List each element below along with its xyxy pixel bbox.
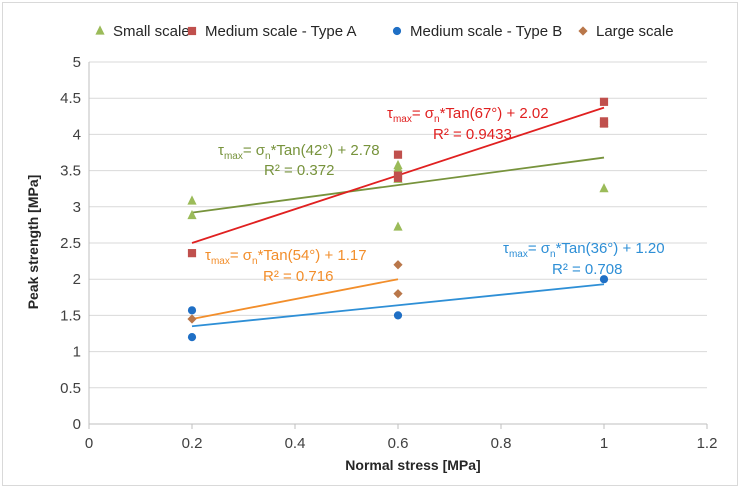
fit-r-squared: R² = 0.716 bbox=[263, 268, 333, 285]
y-tick-label: 4.5 bbox=[60, 90, 81, 107]
trendlines bbox=[191, 106, 605, 328]
y-axis-title: Peak strength [MPa] bbox=[25, 175, 41, 310]
point-series-1 bbox=[393, 162, 403, 173]
chart-frame bbox=[2, 2, 738, 486]
x-tick-label: 1 bbox=[600, 435, 608, 452]
data-points bbox=[187, 97, 609, 342]
fit-r-squared: R² = 0.372 bbox=[264, 162, 334, 179]
y-tick-label: 2 bbox=[73, 271, 81, 288]
y-tick-label: 5 bbox=[73, 54, 81, 71]
x-tick-label: 0.6 bbox=[388, 435, 409, 452]
legend-label: Small scale bbox=[113, 23, 190, 40]
legend-label: Large scale bbox=[596, 23, 674, 40]
legend-label: Medium scale - Type B bbox=[410, 23, 562, 40]
point-series-1 bbox=[393, 221, 403, 231]
y-tick-label: 0.5 bbox=[60, 380, 81, 397]
y-tick-label: 4 bbox=[73, 126, 81, 143]
y-tick-label: 1 bbox=[73, 344, 81, 361]
y-tick-label: 3 bbox=[73, 199, 81, 216]
point-series-3 bbox=[187, 306, 197, 315]
legend-marker-1 bbox=[95, 25, 105, 35]
trendline-4 bbox=[191, 278, 399, 320]
legend-marker-2 bbox=[187, 26, 197, 36]
gridlines bbox=[89, 61, 707, 389]
y-tick-label: 0 bbox=[73, 416, 81, 433]
fit-r-squared: R² = 0.9433 bbox=[433, 126, 512, 143]
point-series-2 bbox=[187, 249, 197, 258]
point-series-2 bbox=[599, 119, 609, 128]
fit-equation: τmax= σn*Tan(42°) + 2.78 bbox=[218, 142, 380, 162]
point-series-4 bbox=[393, 289, 403, 299]
x-tick-label: 0 bbox=[85, 435, 93, 452]
x-tick-label: 0.4 bbox=[285, 435, 306, 452]
point-series-3 bbox=[187, 333, 197, 342]
legend-marker-3 bbox=[392, 26, 402, 36]
point-series-4 bbox=[393, 260, 403, 270]
x-tick-label: 1.2 bbox=[697, 435, 718, 452]
point-series-4 bbox=[187, 314, 197, 324]
point-series-1 bbox=[599, 183, 609, 193]
axes: 0 0.5 1 1.5 2 2.5 3 3.5 4 4.5 5 0 0.2 0.4 0.6 0.8 1 1.2 bbox=[60, 54, 717, 452]
x-tick-label: 0.2 bbox=[182, 435, 203, 452]
legend: Small scale Medium scale - Type A Medium s… bbox=[95, 23, 674, 40]
fit-equation: τmax= σn*Tan(54°) + 1.17 bbox=[205, 247, 367, 267]
point-series-1 bbox=[187, 195, 197, 205]
point-series-2 bbox=[393, 173, 403, 182]
x-tick-label: 0.8 bbox=[491, 435, 512, 452]
fit-equation: τmax= σn*Tan(67°) + 2.02 bbox=[387, 105, 549, 125]
y-tick-label: 3.5 bbox=[60, 163, 81, 180]
point-series-3 bbox=[599, 275, 609, 284]
point-series-2 bbox=[393, 150, 403, 159]
trendline-3 bbox=[191, 283, 605, 328]
legend-label: Medium scale - Type A bbox=[205, 23, 356, 40]
fit-r-squared: R² = 0.708 bbox=[552, 261, 622, 278]
point-series-3 bbox=[393, 311, 403, 320]
point-series-1 bbox=[187, 209, 197, 220]
fit-equation: τmax= σn*Tan(36°) + 1.20 bbox=[503, 240, 665, 260]
y-tick-label: 2.5 bbox=[60, 235, 81, 252]
x-axis-title: Normal stress [MPa] bbox=[345, 457, 480, 473]
trendline-1 bbox=[191, 156, 605, 214]
legend-marker-4 bbox=[578, 26, 588, 36]
y-tick-label: 1.5 bbox=[60, 307, 81, 324]
point-series-2 bbox=[599, 97, 609, 106]
